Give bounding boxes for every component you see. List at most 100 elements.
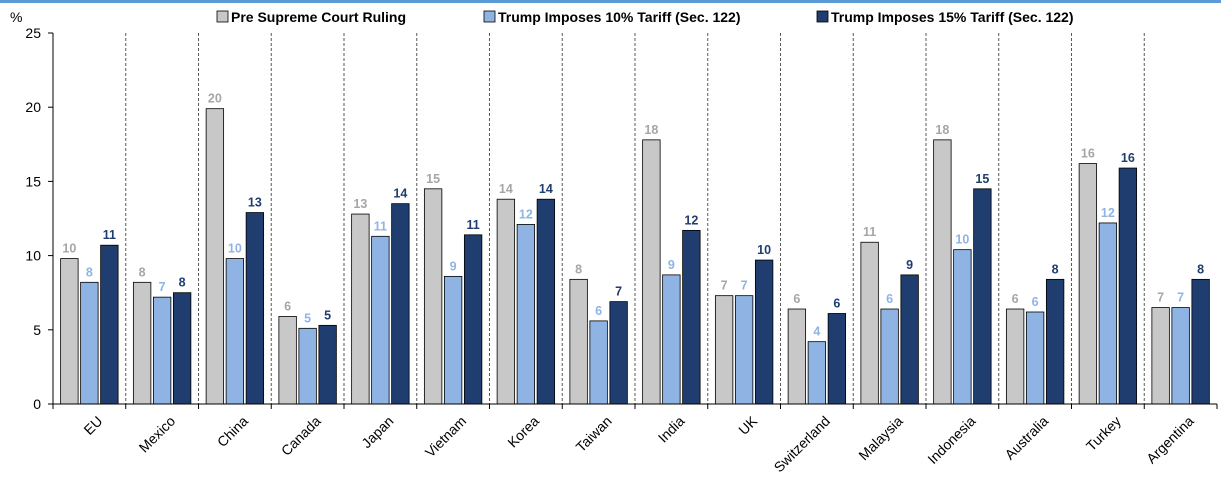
- y-tick-label: 25: [25, 25, 41, 41]
- bar-indonesia-s1: [933, 139, 952, 405]
- x-tick-label: Vietnam: [422, 413, 469, 460]
- bars: [60, 108, 1210, 405]
- bar-japan-s3: [391, 203, 410, 405]
- x-tick-label: Malaysia: [855, 413, 906, 464]
- data-label: 8: [179, 276, 186, 290]
- bar-india-s1: [642, 139, 661, 405]
- category-separators: [125, 33, 1145, 404]
- data-label: 10: [228, 242, 242, 256]
- data-label: 10: [757, 243, 771, 257]
- x-tick-label: Turkey: [1083, 413, 1124, 454]
- bar-taiwan-s1: [569, 278, 588, 405]
- data-label: 9: [668, 258, 675, 272]
- x-tick-label: Argentina: [1143, 413, 1197, 467]
- bar-turkey-s3: [1118, 167, 1138, 405]
- bar-switzerland-s3: [827, 313, 847, 405]
- y-axis-label: %: [10, 9, 22, 25]
- bar-japan-s1: [351, 213, 370, 405]
- x-tick-label: Korea: [504, 413, 542, 451]
- bar-korea-s2: [516, 224, 536, 405]
- y-tick-label: 5: [33, 322, 41, 338]
- data-label: 15: [975, 172, 989, 186]
- legend-swatch: [816, 10, 829, 23]
- bar-canada-s1: [278, 316, 297, 405]
- bar-australia-s2: [1025, 311, 1045, 405]
- data-label: 8: [1052, 262, 1059, 276]
- x-tick-label: India: [655, 413, 688, 446]
- data-label: 13: [353, 197, 367, 211]
- data-label: 10: [62, 242, 76, 256]
- bar-australia-s3: [1045, 278, 1065, 405]
- x-tick-label: China: [214, 413, 251, 450]
- data-label: 7: [615, 285, 622, 299]
- data-label: 6: [793, 292, 800, 306]
- data-label: 6: [1012, 292, 1019, 306]
- bar-taiwan-s2: [589, 320, 608, 405]
- bar-argentina-s3: [1191, 278, 1210, 405]
- bar-mexico-s1: [132, 281, 152, 405]
- data-label: 7: [159, 280, 166, 294]
- x-tick-label: Switzerland: [771, 413, 833, 475]
- data-label: 9: [906, 258, 913, 272]
- bar-argentina-s2: [1171, 307, 1190, 405]
- bar-argentina-s1: [1151, 307, 1170, 405]
- data-label: 8: [139, 265, 146, 279]
- legend-swatch: [483, 10, 496, 23]
- bar-vietnam-s3: [463, 234, 483, 405]
- bar-malaysia-s3: [900, 274, 919, 405]
- data-label: 18: [935, 123, 949, 137]
- data-label: 11: [863, 225, 876, 239]
- bar-china-s2: [225, 258, 245, 405]
- x-tick-label: Mexico: [136, 413, 179, 456]
- legend-label: Pre Supreme Court Ruling: [231, 9, 406, 25]
- bar-uk-s3: [754, 259, 774, 405]
- top-accent-rule: [0, 0, 1221, 3]
- bar-japan-s2: [371, 235, 390, 405]
- bar-malaysia-s1: [860, 241, 879, 405]
- data-label: 18: [644, 123, 658, 137]
- data-label: 16: [1081, 147, 1095, 161]
- data-label: 12: [1101, 206, 1115, 220]
- data-label: 6: [833, 296, 840, 310]
- data-label: 8: [1197, 262, 1204, 276]
- legend-label: Trump Imposes 15% Tariff (Sec. 122): [831, 9, 1074, 25]
- data-label: 11: [467, 218, 480, 232]
- data-label: 6: [886, 292, 893, 306]
- bar-vietnam-s1: [423, 188, 443, 405]
- data-label: 12: [519, 207, 533, 221]
- data-label: 8: [86, 265, 93, 279]
- x-tick-label: EU: [80, 413, 105, 438]
- bar-malaysia-s2: [880, 308, 899, 405]
- bar-taiwan-s3: [609, 301, 628, 405]
- bar-eu-s2: [80, 281, 99, 405]
- data-label: 10: [955, 233, 969, 247]
- data-label: 14: [539, 182, 553, 196]
- bar-china-s3: [245, 212, 265, 405]
- data-label: 4: [813, 325, 820, 339]
- bar-korea-s3: [536, 198, 556, 405]
- data-label: 11: [374, 219, 387, 233]
- data-label: 14: [393, 187, 407, 201]
- data-label: 20: [208, 92, 222, 106]
- data-label: 5: [304, 311, 311, 325]
- bar-uk-s2: [734, 295, 754, 405]
- bar-indonesia-s3: [973, 188, 992, 405]
- data-label: 15: [426, 172, 440, 186]
- bar-eu-s1: [60, 258, 79, 405]
- bar-switzerland-s2: [807, 341, 827, 405]
- bar-eu-s3: [100, 244, 119, 405]
- data-label: 6: [284, 299, 291, 313]
- data-label: 7: [721, 279, 728, 293]
- data-label: 7: [1157, 291, 1164, 305]
- y-tick-labels: 0 5 10 15 20 25: [25, 25, 53, 412]
- bar-india-s3: [682, 229, 701, 405]
- x-tick-label: UK: [735, 412, 761, 438]
- bar-mexico-s2: [152, 296, 172, 405]
- bar-turkey-s2: [1098, 222, 1118, 405]
- bar-turkey-s1: [1078, 163, 1098, 405]
- bar-australia-s1: [1005, 308, 1025, 405]
- data-label: 8: [575, 262, 582, 276]
- x-tick-labels: EU Mexico China Canada Japan Vietnam Korea Taiw…: [52, 404, 1218, 475]
- data-label: 7: [741, 279, 748, 293]
